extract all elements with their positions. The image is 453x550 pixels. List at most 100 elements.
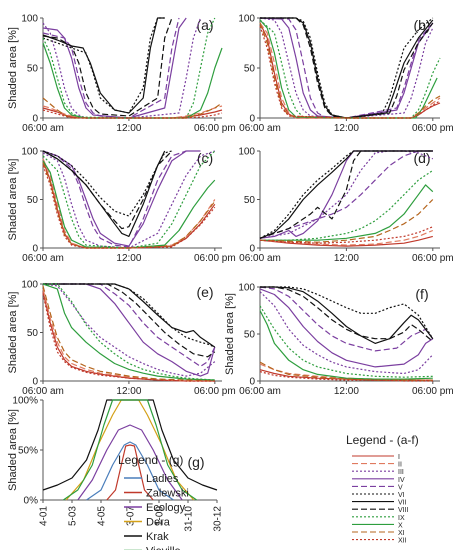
legend-af-label: I xyxy=(398,454,400,461)
x-tick-label: 06:00 am xyxy=(239,386,281,397)
x-tick-label: 1-09 xyxy=(155,506,166,526)
series-line-ii xyxy=(259,363,433,381)
series-line-v xyxy=(43,283,216,367)
legend-af-label: II xyxy=(398,462,402,469)
x-tick-label: 12:00 xyxy=(116,386,141,397)
series-line-iv xyxy=(259,17,434,119)
y-tick-label: 0 xyxy=(249,377,255,388)
x-tick-label: 06:00 pm xyxy=(194,386,236,397)
series-line-viii xyxy=(42,150,173,230)
x-tick-label: 4-01 xyxy=(39,506,50,526)
series-line-ix xyxy=(42,150,216,249)
legend-af-label: IV xyxy=(398,477,405,484)
x-tick-label: 06:00 am xyxy=(22,253,64,264)
series-line-ix xyxy=(259,19,441,119)
x-tick-label: 12:00 xyxy=(334,253,359,264)
series-line-v xyxy=(42,150,187,248)
series-line-v xyxy=(259,286,434,352)
series-line-iii xyxy=(42,150,215,249)
chart-panel-a: 0 50 100 06:00 am 12:00 06:00 pm Shaded area [… xyxy=(7,14,236,135)
legend-af-label: VII xyxy=(398,500,407,507)
x-tick-label: 12:00 xyxy=(334,386,359,397)
y-axis-label: Shaded area [%] xyxy=(7,409,19,491)
x-tick-label: 06:00 pm xyxy=(412,253,453,264)
y-tick-label: 100 xyxy=(21,280,38,291)
series-line-i xyxy=(42,291,215,382)
legend-g-label: Ladies xyxy=(146,473,179,485)
legend-af-label: XII xyxy=(398,538,407,545)
series-line-viii xyxy=(260,17,434,119)
x-tick-label: 4-05 xyxy=(97,506,108,526)
series-line-x xyxy=(259,19,438,119)
x-tick-label: 3-07 xyxy=(126,506,137,526)
x-tick-label: 12:00 xyxy=(116,123,141,134)
series-line-vieville xyxy=(62,399,198,501)
legend-g: Legend - (g) Ladies Zalewski Ecology Dera Kr… xyxy=(118,453,189,550)
series-line-i xyxy=(259,235,433,247)
y-tick-label: 50 xyxy=(27,195,39,206)
series-line-iv xyxy=(42,150,201,247)
series-line-iv xyxy=(43,283,216,377)
x-tick-label: 06:00 pm xyxy=(412,123,453,134)
series-line-ii xyxy=(259,229,434,246)
x-tick-label: 30-12 xyxy=(213,506,224,532)
x-tick-label: 06:00 am xyxy=(22,123,64,134)
chart-panel-g: 0% 50% 100% 4-01 5-03 4-05 3-07 1-09 31-10 30-12 S… xyxy=(7,396,224,532)
y-tick-label: 100% xyxy=(12,396,38,407)
y-tick-label: 50 xyxy=(244,64,256,75)
legend-af-title: Legend - (a-f) xyxy=(346,433,419,447)
y-tick-label: 100 xyxy=(21,14,38,25)
legend-g-label: Zalewski xyxy=(146,488,189,500)
x-tick-label: 06:00 pm xyxy=(194,123,236,134)
series-line-iv xyxy=(259,288,434,368)
panel-label: (f) xyxy=(415,286,428,302)
y-axis-label: Shaded area [%] xyxy=(224,293,236,375)
series-line-x xyxy=(42,283,215,381)
series-line-ix xyxy=(259,305,433,378)
series-line-iii xyxy=(42,283,216,377)
legend-af-label: VIII xyxy=(398,507,409,514)
legend-af-label: V xyxy=(398,484,403,491)
series-line-x xyxy=(260,184,434,241)
y-axis-label: Shaded area [%] xyxy=(7,159,19,241)
x-tick-label: 06:00 pm xyxy=(194,253,236,264)
y-tick-label: 50 xyxy=(244,195,256,206)
y-tick-label: 100 xyxy=(21,147,38,158)
panel-label: (c) xyxy=(197,150,213,166)
series-line-viii xyxy=(260,286,434,342)
y-tick-label: 0% xyxy=(24,496,39,507)
series-line-v xyxy=(259,150,433,239)
series-line-zalewski xyxy=(106,444,154,501)
legend-g-label: Ecology xyxy=(146,502,186,514)
series-line-xii xyxy=(259,25,441,119)
series-line-xii xyxy=(42,165,216,249)
y-axis-label: Shaded area [%] xyxy=(7,292,19,374)
x-tick-label: 12:00 xyxy=(116,253,141,264)
legend-g-title: Legend - (g) xyxy=(118,453,183,467)
series-line-xi xyxy=(42,97,223,119)
y-tick-label: 0 xyxy=(32,244,38,255)
x-tick-label: 06:00 am xyxy=(22,386,64,397)
panel-label: (g) xyxy=(187,454,204,470)
series-line-x xyxy=(259,310,433,380)
series-line-xi xyxy=(259,199,434,243)
series-line-iii xyxy=(259,150,434,239)
series-line-vi xyxy=(42,17,165,114)
series-line-xii xyxy=(259,226,434,244)
y-tick-label: 100 xyxy=(238,147,255,158)
y-tick-label: 100 xyxy=(238,283,255,294)
legend-af-label: XI xyxy=(398,530,405,537)
series-line-vi xyxy=(43,283,216,348)
chart-panel-d: 0 50 100 06:00 am 12:00 06:00 pm (d) xyxy=(238,147,453,265)
series-line-xi xyxy=(42,285,215,382)
series-line-vii xyxy=(43,283,216,348)
series-line-iii xyxy=(259,17,434,119)
series-line-iii xyxy=(259,291,434,375)
legend-af: Legend - (a-f) IIIIIIIVVVIVIIVIIIIXXXIXI… xyxy=(346,433,419,545)
series-line-ix xyxy=(42,17,216,119)
series-line-iii xyxy=(42,17,202,119)
x-tick-label: 31-10 xyxy=(184,506,195,532)
series-line-ix xyxy=(43,283,215,381)
